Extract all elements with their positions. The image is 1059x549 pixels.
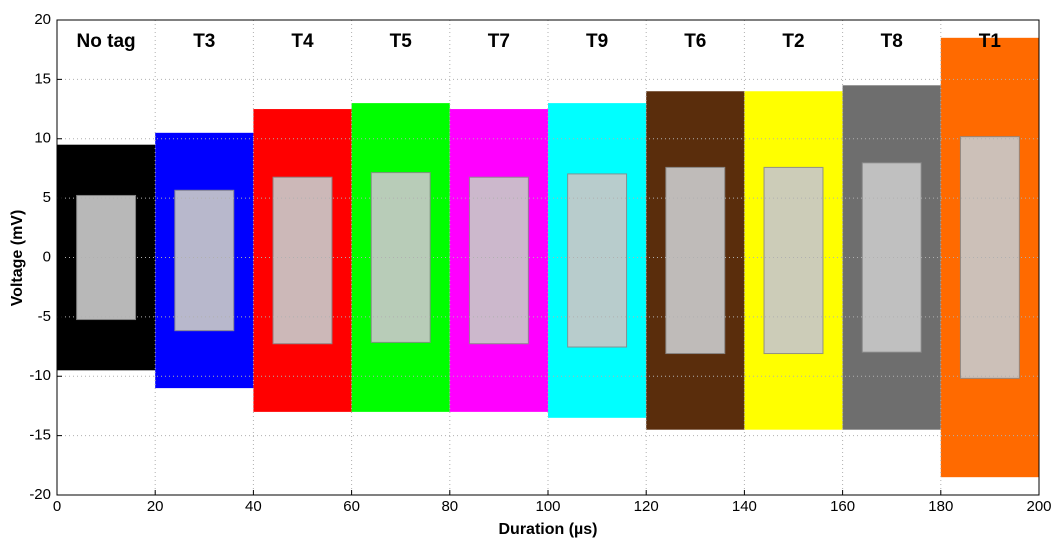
tag-label: No tag	[77, 31, 136, 52]
y-tick-label: 5	[43, 189, 51, 206]
tag-label: T6	[684, 31, 706, 52]
tag-photo	[272, 176, 333, 345]
plot-frame	[56, 19, 1040, 496]
x-tick-label: 160	[830, 498, 855, 515]
y-tick-label: 20	[34, 11, 51, 28]
y-tick-label: 0	[43, 248, 51, 265]
x-tick-label: 40	[245, 498, 262, 515]
tag-photo	[567, 173, 628, 348]
tag-label: T2	[782, 31, 804, 52]
x-tick-label: 80	[441, 498, 458, 515]
y-axis-title: Voltage (mV)	[9, 210, 26, 307]
x-tick-label: 20	[147, 498, 164, 515]
y-tick-label: 10	[34, 130, 51, 147]
x-tick-label: 60	[343, 498, 360, 515]
y-tick-label: 15	[34, 70, 51, 87]
y-tick-label: -20	[29, 486, 51, 503]
x-tick-label: 140	[732, 498, 757, 515]
tag-label: T5	[390, 31, 413, 52]
x-tick-label: 200	[1026, 498, 1051, 515]
x-tick-label: 0	[53, 498, 61, 515]
tag-photo	[468, 176, 529, 345]
tag-label: T4	[291, 31, 314, 52]
tag-label: T3	[193, 31, 215, 52]
tag-label: T7	[488, 31, 510, 52]
x-tick-label: 100	[535, 498, 560, 515]
y-tick-label: -10	[29, 367, 51, 384]
x-tick-label: 120	[634, 498, 659, 515]
tag-photo	[174, 189, 235, 332]
tag-photo	[763, 166, 824, 355]
tag-label: T1	[979, 31, 1002, 52]
tag-label: T9	[586, 31, 608, 52]
y-tick-label: -15	[29, 427, 51, 444]
tag-photo	[665, 166, 726, 355]
y-tick-label: -5	[38, 308, 51, 325]
x-tick-label: 180	[928, 498, 953, 515]
tag-photo	[861, 162, 922, 353]
tag-label: T8	[881, 31, 903, 52]
x-axis-title: Duration (µs)	[499, 521, 598, 538]
